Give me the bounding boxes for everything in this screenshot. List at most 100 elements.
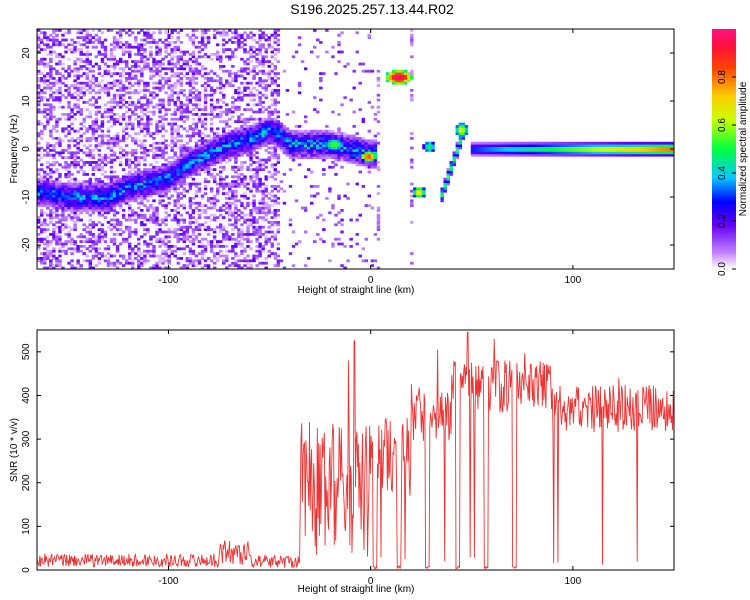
heatmap-cell bbox=[191, 129, 196, 133]
heatmap-cell bbox=[161, 98, 165, 102]
heatmap-cell bbox=[276, 132, 281, 135]
heatmap-cell bbox=[222, 127, 226, 131]
heatmap-cell bbox=[252, 141, 256, 145]
heatmap-cell bbox=[143, 180, 147, 183]
heatmap-cell bbox=[373, 139, 378, 143]
heatmap-cell bbox=[164, 31, 168, 35]
heatmap-cell bbox=[43, 218, 47, 222]
heatmap-cell bbox=[188, 137, 193, 140]
heatmap-cell bbox=[188, 125, 193, 128]
heatmap-cell bbox=[249, 221, 253, 224]
heatmap-cell bbox=[64, 192, 68, 195]
heatmap-cell bbox=[64, 117, 68, 121]
heatmap-cell bbox=[49, 134, 53, 138]
heatmap-cell bbox=[73, 67, 77, 71]
heatmap-cell bbox=[152, 38, 156, 42]
heatmap-cell bbox=[176, 221, 180, 224]
heatmap-cell bbox=[155, 216, 159, 219]
heatmap-cell bbox=[115, 233, 120, 236]
heatmap-cell bbox=[225, 192, 229, 195]
heatmap-cell bbox=[319, 144, 323, 147]
heatmap-cell bbox=[191, 170, 196, 174]
heatmap-cell bbox=[124, 79, 129, 83]
heatmap-cell bbox=[52, 84, 56, 87]
heatmap-cell bbox=[240, 81, 244, 85]
heatmap-cell bbox=[94, 204, 99, 207]
heatmap-cell bbox=[46, 254, 50, 258]
heatmap-cell bbox=[155, 223, 159, 227]
heatmap-cell bbox=[282, 144, 287, 147]
heatmap-cell bbox=[182, 194, 187, 198]
heatmap-cell bbox=[118, 221, 123, 224]
heatmap-cell bbox=[143, 144, 147, 147]
heatmap-cell bbox=[376, 84, 381, 87]
heatmap-cell bbox=[273, 122, 278, 126]
heatmap-cell bbox=[179, 134, 183, 138]
heatmap-cell bbox=[121, 197, 126, 200]
heatmap-cell bbox=[67, 225, 71, 229]
heatmap-cell bbox=[118, 36, 123, 39]
heatmap-cell bbox=[91, 197, 96, 200]
heatmap-cell bbox=[61, 187, 65, 191]
heatmap-cell bbox=[246, 146, 250, 150]
heatmap-cell bbox=[209, 110, 214, 114]
heatmap-cell bbox=[58, 72, 62, 75]
heatmap-cell bbox=[194, 192, 199, 195]
heatmap-cell bbox=[167, 60, 171, 63]
heatmap-cell bbox=[128, 216, 132, 219]
heatmap-cell bbox=[79, 266, 83, 269]
heatmap-cell bbox=[231, 146, 235, 150]
heatmap-cell bbox=[258, 98, 262, 102]
heatmap-cell bbox=[58, 175, 62, 179]
heatmap-cell bbox=[173, 163, 177, 167]
heatmap-cell bbox=[55, 225, 59, 229]
heatmap-cell bbox=[182, 206, 187, 210]
heatmap-cell bbox=[88, 38, 92, 42]
heatmap-cell bbox=[337, 158, 341, 162]
heatmap-cell bbox=[349, 149, 353, 152]
heatmap-cell bbox=[131, 84, 135, 87]
heatmap-cell bbox=[64, 156, 68, 159]
heatmap-cell bbox=[146, 101, 150, 104]
heatmap-cell bbox=[507, 151, 511, 155]
heatmap-cell bbox=[100, 213, 105, 217]
heatmap-cell bbox=[219, 98, 223, 102]
heatmap-cell bbox=[152, 170, 156, 174]
heatmap-cell bbox=[52, 264, 56, 267]
heatmap-cell bbox=[212, 89, 217, 92]
heatmap-cell bbox=[94, 33, 99, 37]
heatmap-cell bbox=[249, 139, 253, 143]
heatmap-cell bbox=[131, 110, 135, 114]
heatmap-cell bbox=[137, 125, 141, 128]
heatmap-cell bbox=[243, 175, 247, 179]
heatmap-cell bbox=[191, 259, 196, 263]
heatmap-cell bbox=[252, 185, 256, 188]
heatmap-cell bbox=[452, 163, 456, 167]
heatmap-cell bbox=[109, 189, 114, 193]
heatmap-cell bbox=[446, 177, 450, 181]
heatmap-cell bbox=[252, 67, 256, 71]
heatmap-cell bbox=[200, 204, 205, 207]
heatmap-cell bbox=[55, 141, 59, 145]
heatmap-cell bbox=[222, 158, 226, 162]
heatmap-cell bbox=[137, 81, 141, 85]
heatmap-cell bbox=[252, 201, 256, 205]
heatmap-cell bbox=[73, 69, 77, 73]
heatmap-cell bbox=[43, 43, 47, 47]
heatmap-cell bbox=[176, 257, 180, 260]
heatmap-cell bbox=[276, 137, 281, 140]
heatmap-cell bbox=[215, 225, 220, 229]
heatmap-cell bbox=[276, 91, 281, 95]
heatmap-cell bbox=[70, 242, 74, 246]
heatmap-cell bbox=[443, 185, 447, 188]
heatmap-cell bbox=[288, 218, 293, 222]
heatmap-cell bbox=[222, 237, 226, 241]
heatmap-cell bbox=[310, 146, 314, 150]
heatmap-cell bbox=[222, 187, 226, 191]
heatmap-cell bbox=[361, 259, 365, 263]
heatmap-cell bbox=[291, 110, 296, 114]
heatmap-cell bbox=[203, 161, 208, 164]
heatmap-cell bbox=[121, 257, 126, 260]
heatmap-cell bbox=[495, 146, 499, 150]
heatmap-cell bbox=[231, 149, 235, 152]
